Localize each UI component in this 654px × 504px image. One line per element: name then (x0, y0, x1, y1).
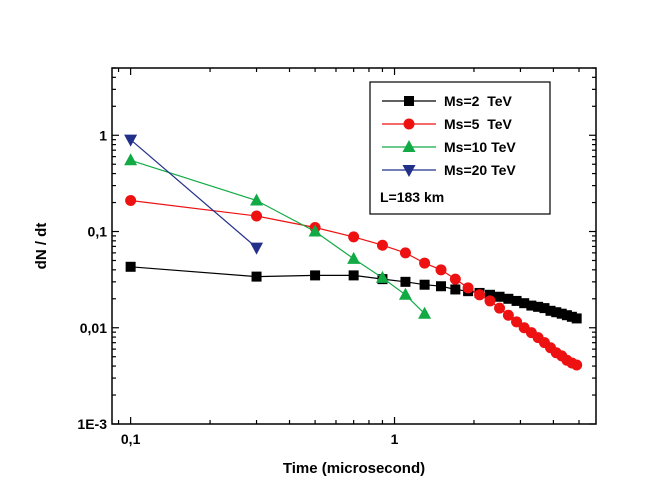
data-point (435, 264, 447, 276)
data-point (551, 307, 562, 318)
data-point (484, 295, 496, 307)
legend-marker (403, 118, 415, 130)
data-point (348, 231, 360, 243)
legend-entry: Ms=5 TeV (382, 116, 512, 132)
data-point (571, 313, 582, 324)
data-point (511, 316, 523, 328)
data-point (125, 261, 136, 272)
legend-label: Ms=5 TeV (444, 116, 512, 132)
data-point (556, 308, 567, 319)
legend-marker (402, 165, 416, 177)
data-point (310, 270, 321, 281)
data-point (571, 359, 583, 371)
y-tick-label: 0,01 (80, 320, 107, 336)
series-4 (124, 134, 264, 255)
data-point (399, 247, 411, 259)
data-point (400, 276, 411, 287)
legend-annotation: L=183 km (380, 189, 444, 205)
data-point (526, 300, 537, 311)
legend-label: Ms=20 TeV (444, 162, 516, 178)
legend-label: Ms=2 TeV (444, 93, 512, 109)
y-axis-title: dN / dt (33, 223, 50, 270)
data-point (419, 257, 431, 269)
data-point (125, 195, 137, 207)
data-point (519, 298, 530, 309)
data-point (462, 282, 474, 294)
data-point (347, 251, 361, 264)
data-point (250, 193, 264, 206)
data-point (436, 281, 447, 292)
data-point (418, 306, 432, 319)
data-point (533, 301, 544, 312)
y-tick-label: 1 (99, 127, 107, 143)
legend-entry: Ms=2 TeV (382, 93, 512, 109)
data-point (251, 271, 262, 282)
data-point (503, 293, 514, 304)
data-point (124, 153, 138, 166)
legend-entry: Ms=10 TeV (382, 139, 516, 155)
legend: Ms=2 TeV Ms=5 TeV Ms=10 TeV Ms=20 TeV L=183… (369, 81, 551, 215)
legend-label: Ms=10 TeV (444, 139, 516, 155)
series-3 (124, 153, 432, 319)
data-point (494, 302, 506, 314)
data-point (124, 134, 138, 147)
data-point (545, 305, 556, 316)
data-point (484, 289, 495, 300)
data-point (398, 287, 412, 300)
data-point (502, 309, 514, 321)
x-tick-label: 1 (391, 431, 399, 447)
data-point (250, 242, 264, 255)
data-point (474, 289, 486, 301)
y-tick-label: 0,1 (88, 224, 108, 240)
data-point (449, 273, 461, 285)
data-point (539, 303, 550, 314)
series-line (130, 139, 257, 249)
y-tick-label: 1E-3 (77, 416, 107, 432)
legend-marker (402, 140, 416, 152)
legend-entries: Ms=2 TeV Ms=5 TeV Ms=10 TeV Ms=20 TeV (382, 93, 516, 178)
x-axis-title: Time (microsecond) (283, 460, 425, 477)
data-point (511, 295, 522, 306)
axis-ticks: 0,1 1 1E-3 0,01 0,1 1 (77, 67, 596, 447)
data-point (450, 284, 461, 295)
data-point (376, 239, 388, 251)
legend-marker (404, 96, 414, 106)
data-point (419, 279, 430, 290)
data-point (308, 224, 322, 237)
x-tick-label: 0,1 (121, 431, 141, 447)
data-point (375, 270, 389, 283)
legend-entry: Ms=20 TeV (382, 162, 516, 178)
data-point (251, 210, 263, 222)
series-layer (124, 134, 583, 371)
data-point (494, 291, 505, 302)
data-point (348, 270, 359, 281)
legend-box (369, 81, 551, 215)
